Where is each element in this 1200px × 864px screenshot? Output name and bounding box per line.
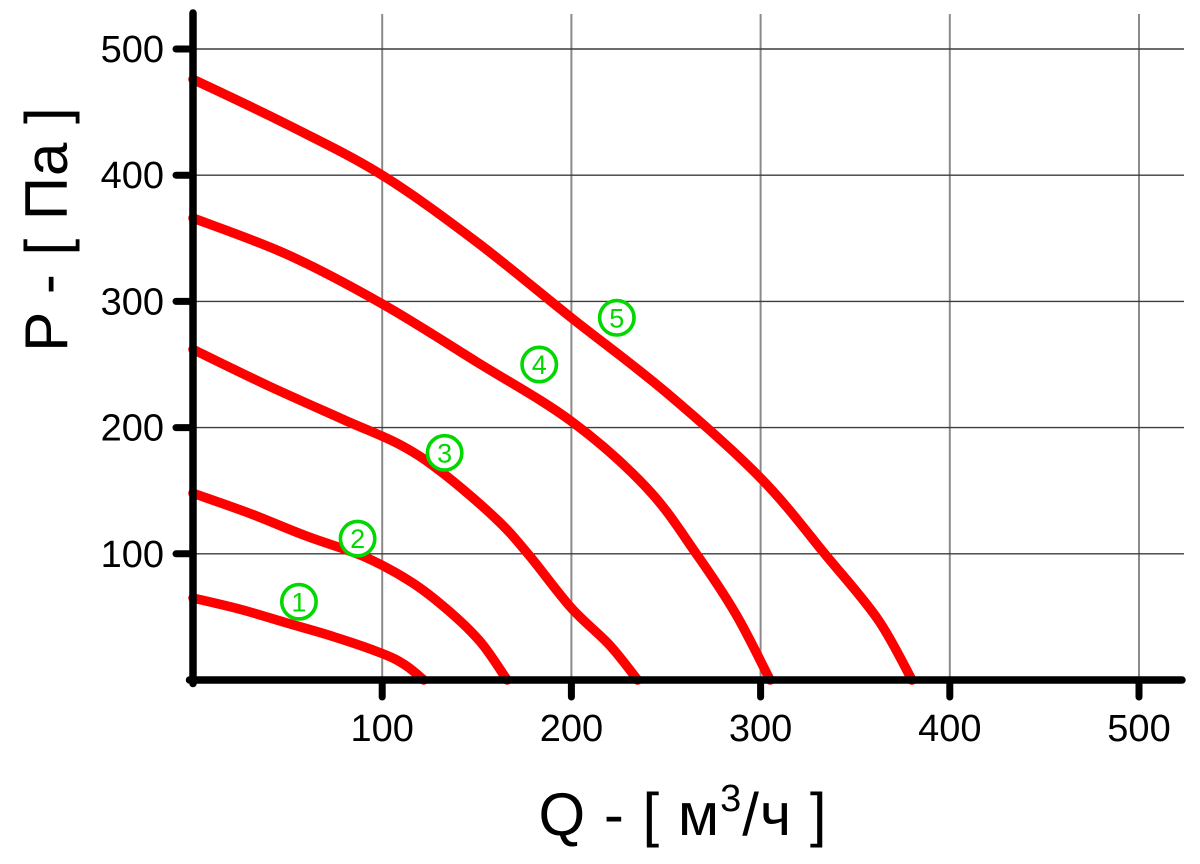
y-tick-label-100: 100	[101, 534, 164, 576]
curve-label-number-3: 3	[437, 438, 452, 468]
curve-label-circle-3	[425, 433, 464, 472]
x-axis-title: Q - [ м3/ч ]	[538, 780, 827, 845]
fan-curve-1	[188, 593, 429, 685]
curve-label-circle-4	[520, 345, 559, 384]
curve-label-circle-2	[338, 519, 377, 558]
fan-curve-2	[188, 488, 512, 685]
x-axis-title-pre: Q - [ м	[538, 781, 721, 848]
fan-curve-3	[188, 344, 643, 685]
x-tick-label-500: 500	[1107, 708, 1170, 750]
x-tick-label-200: 200	[540, 708, 603, 750]
y-tick-label-500: 500	[101, 29, 164, 71]
y-tick-label-300: 300	[101, 281, 164, 323]
curve-label-number-5: 5	[609, 303, 624, 333]
x-tick-label-400: 400	[918, 708, 981, 750]
x-tick-label-100: 100	[350, 708, 413, 750]
y-axis-title-text: P - [ Па ]	[13, 106, 80, 352]
curve-label-number-2: 2	[350, 524, 365, 554]
y-tick-label-200: 200	[101, 408, 164, 450]
x-axis-title-superscript: 3	[720, 778, 743, 820]
x-axis-title-post: /ч ]	[742, 781, 828, 848]
x-tick-label-300: 300	[729, 708, 792, 750]
y-tick-label-400: 400	[101, 155, 164, 197]
fan-curve-5	[188, 74, 917, 685]
curve-label-circle-1	[279, 582, 318, 621]
fan-curve-4	[188, 213, 775, 685]
y-axis-title: P - [ Па ]	[13, 106, 80, 351]
curve-label-number-1: 1	[291, 587, 306, 617]
curve-label-number-4: 4	[532, 350, 547, 380]
curve-label-circle-5	[597, 298, 636, 337]
